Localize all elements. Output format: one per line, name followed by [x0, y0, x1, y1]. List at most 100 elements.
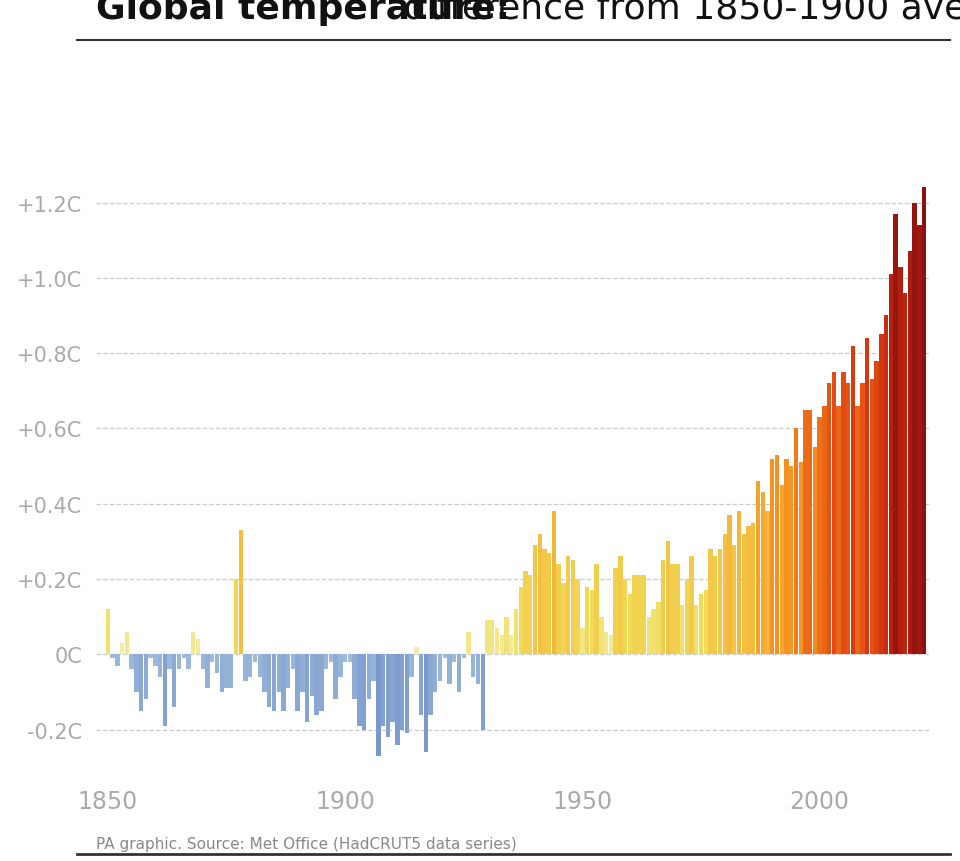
Bar	[589, 591, 594, 654]
Bar	[367, 654, 372, 700]
Bar	[538, 534, 541, 654]
Bar	[509, 635, 514, 654]
Bar	[106, 610, 110, 654]
Bar	[391, 654, 395, 722]
Bar	[523, 572, 528, 654]
Bar	[618, 557, 622, 654]
Bar	[794, 429, 798, 654]
Bar	[775, 455, 780, 654]
Bar	[808, 410, 812, 654]
Bar	[633, 576, 636, 654]
Bar	[851, 346, 855, 654]
Bar	[670, 564, 675, 654]
Bar	[613, 568, 618, 654]
Bar	[855, 406, 860, 654]
Bar	[580, 629, 585, 654]
Bar	[623, 579, 627, 654]
Bar	[675, 564, 680, 654]
Bar	[300, 654, 304, 692]
Bar	[433, 654, 438, 692]
Bar	[575, 579, 580, 654]
Bar	[372, 654, 375, 681]
Bar	[818, 418, 822, 654]
Text: Global temperature:: Global temperature:	[96, 0, 510, 26]
Bar	[234, 579, 238, 654]
Bar	[490, 621, 494, 654]
Bar	[841, 373, 846, 654]
Bar	[396, 654, 399, 745]
Bar	[562, 583, 565, 654]
Bar	[566, 557, 570, 654]
Bar	[903, 294, 907, 654]
Bar	[684, 579, 689, 654]
Bar	[154, 654, 157, 666]
Bar	[737, 511, 741, 654]
Bar	[594, 564, 599, 654]
Bar	[305, 654, 309, 722]
Bar	[875, 362, 878, 654]
Bar	[286, 654, 290, 689]
Bar	[723, 534, 727, 654]
Bar	[552, 511, 556, 654]
Bar	[120, 643, 124, 654]
Bar	[462, 654, 466, 659]
Bar	[376, 654, 380, 756]
Bar	[215, 654, 219, 673]
Bar	[922, 189, 926, 654]
Bar	[699, 594, 704, 654]
Bar	[381, 654, 385, 726]
Bar	[177, 654, 181, 670]
Bar	[708, 549, 712, 654]
Bar	[836, 406, 841, 654]
Bar	[125, 632, 129, 654]
Bar	[765, 511, 770, 654]
Bar	[514, 610, 518, 654]
Bar	[157, 654, 162, 677]
Bar	[110, 654, 115, 659]
Bar	[728, 516, 732, 654]
Bar	[419, 654, 423, 715]
Bar	[907, 252, 912, 654]
Bar	[257, 654, 262, 677]
Bar	[486, 621, 490, 654]
Bar	[557, 564, 561, 654]
Bar	[647, 617, 651, 654]
Bar	[741, 534, 746, 654]
Bar	[167, 654, 172, 670]
Bar	[665, 542, 670, 654]
Bar	[637, 576, 641, 654]
Bar	[457, 654, 461, 692]
Bar	[628, 594, 632, 654]
Bar	[238, 530, 243, 654]
Bar	[917, 226, 922, 654]
Bar	[220, 654, 224, 692]
Bar	[813, 448, 817, 654]
Bar	[362, 654, 367, 730]
Bar	[225, 654, 228, 689]
Bar	[229, 654, 233, 689]
Bar	[162, 654, 167, 726]
Bar	[780, 486, 784, 654]
Bar	[746, 527, 751, 654]
Bar	[518, 587, 523, 654]
Bar	[130, 654, 133, 670]
Bar	[865, 338, 870, 654]
Bar	[252, 654, 257, 662]
Bar	[320, 654, 324, 711]
Bar	[481, 654, 485, 730]
Bar	[447, 654, 452, 684]
Bar	[899, 267, 902, 654]
Bar	[405, 654, 409, 734]
Bar	[656, 602, 660, 654]
Bar	[504, 617, 509, 654]
Bar	[196, 640, 201, 654]
Bar	[172, 654, 177, 707]
Bar	[713, 557, 717, 654]
Bar	[547, 553, 551, 654]
Bar	[205, 654, 209, 689]
Bar	[642, 576, 646, 654]
Bar	[494, 629, 499, 654]
Bar	[414, 647, 419, 654]
Bar	[471, 654, 475, 677]
Bar	[296, 654, 300, 711]
